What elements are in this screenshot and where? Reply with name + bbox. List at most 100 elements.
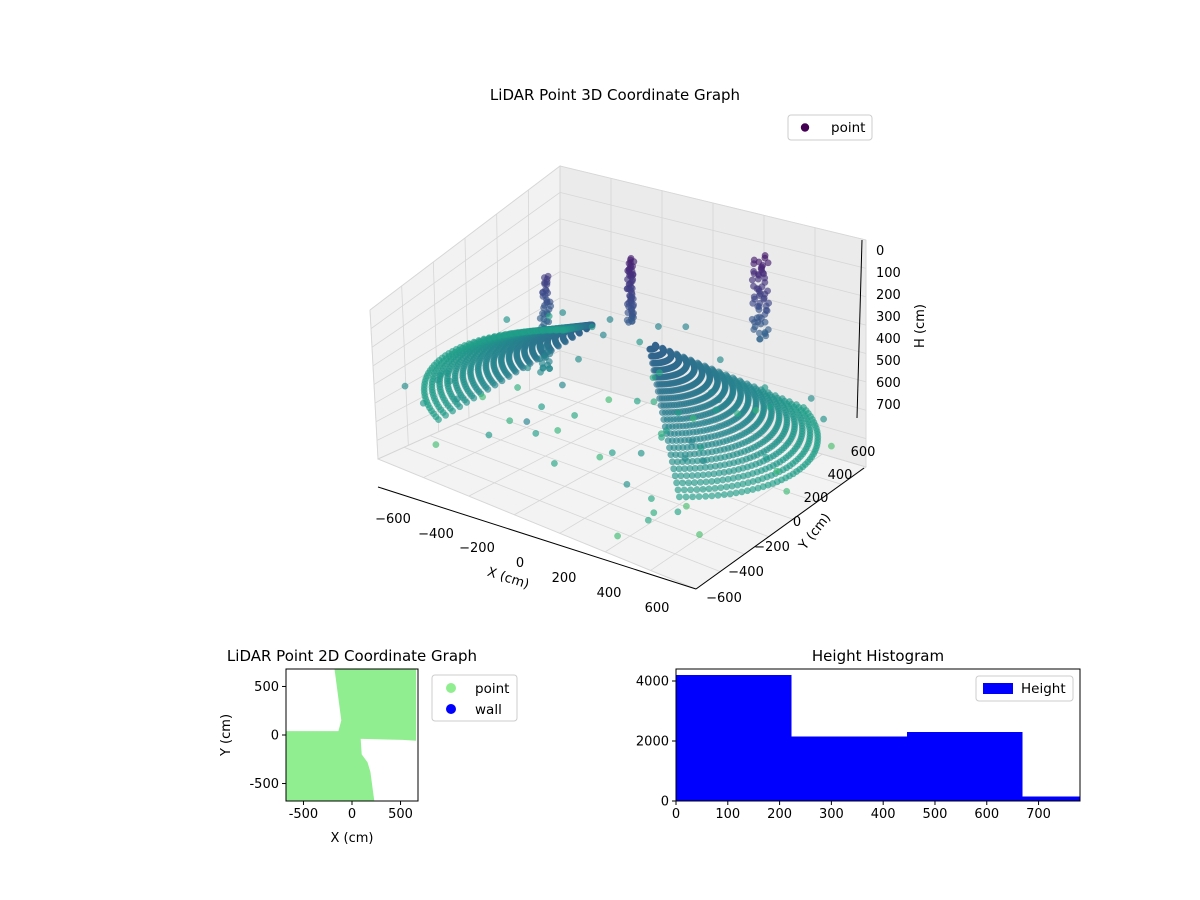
- y-tick-label: 200: [804, 491, 829, 506]
- y-tick-label: 0: [793, 515, 801, 530]
- z-tick-label: 200: [876, 288, 901, 303]
- lidar-point: [682, 323, 690, 331]
- lidar-point: [677, 472, 685, 480]
- lidar-point: [707, 388, 715, 396]
- y-tick-label: 500: [254, 680, 279, 695]
- x-tick-label: 300: [819, 807, 844, 822]
- x-tick-label: 400: [597, 586, 622, 601]
- lidar-point: [401, 382, 409, 390]
- legend-2d-point-marker: [446, 683, 456, 693]
- lidar-point: [432, 441, 440, 449]
- histogram-title: Height Histogram: [812, 647, 944, 665]
- lidar-point: [633, 397, 641, 405]
- lidar-point: [756, 335, 764, 343]
- z-tick-label: 300: [876, 310, 901, 325]
- lidar-point: [673, 479, 681, 487]
- legend-histogram-frame: [975, 675, 1074, 702]
- x-tick-label: 200: [552, 571, 577, 586]
- lidar-point: [545, 318, 553, 326]
- ticks-2d: -500 0 500 500 0 -500: [249, 680, 412, 822]
- x-tick-label: 100: [715, 807, 740, 822]
- x-ticks-3d: −600 −400 −200 0 200 400 600: [375, 512, 669, 616]
- lidar-point: [463, 398, 471, 406]
- plot-2d-area: [286, 669, 417, 801]
- x-tick-label: 600: [645, 601, 670, 616]
- lidar-point: [547, 302, 555, 310]
- lidar-point: [689, 493, 697, 501]
- legend-histogram-swatch: [983, 683, 1013, 694]
- histogram-bar: [1022, 796, 1080, 801]
- lidar-point: [637, 449, 645, 457]
- y-tick-label: -500: [249, 777, 279, 792]
- lidar-point: [630, 309, 638, 317]
- x-tick-label: 500: [923, 807, 948, 822]
- lidar-point: [623, 480, 631, 488]
- lidar-point: [761, 384, 769, 392]
- histogram-bars: [676, 675, 1080, 801]
- lidar-point: [514, 384, 522, 391]
- legend-3d: point: [787, 114, 873, 141]
- legend-2d-point-label: point: [475, 681, 509, 697]
- legend-3d-frame: [787, 114, 873, 141]
- x-tick-label: 0: [348, 807, 356, 822]
- lidar-point: [766, 403, 774, 411]
- histogram-bar: [907, 732, 1023, 801]
- grid-line: [481, 411, 794, 520]
- lidar-point: [656, 369, 663, 377]
- lidar-point: [647, 495, 655, 503]
- lidar-point: [608, 449, 616, 457]
- lidar-point: [705, 485, 713, 493]
- lidar-point: [711, 484, 719, 492]
- lidar-point: [546, 365, 553, 373]
- lidar-point: [693, 486, 701, 494]
- y-axis-label-2d: Y (cm): [219, 714, 234, 757]
- histogram-ticks: 0 100 200 300 400 500 600 700 0 2000 4000: [636, 675, 1051, 823]
- chart-3d-title: LiDAR Point 3D Coordinate Graph: [490, 86, 740, 104]
- lidar-point: [543, 281, 551, 288]
- point-cloud: [401, 252, 835, 540]
- lidar-point: [559, 309, 567, 317]
- legend-3d-label: point: [831, 120, 865, 136]
- lidar-point: [442, 411, 450, 419]
- lidar-point: [807, 394, 815, 402]
- lidar-point: [773, 467, 781, 475]
- lidar-point: [751, 295, 759, 303]
- lidar-point: [599, 331, 607, 339]
- lidar-point: [628, 284, 636, 292]
- lidar-point: [732, 489, 740, 497]
- lidar-point: [682, 502, 690, 510]
- lidar-point: [761, 274, 769, 282]
- z-ticks-3d: 0 100 200 300 400 500 600 700: [876, 244, 901, 413]
- lidar-point: [820, 415, 828, 423]
- legend-2d: point wall: [431, 674, 518, 722]
- x-tick-label: −600: [375, 512, 411, 527]
- y-tick-label: −400: [728, 565, 764, 580]
- y-axis-line: [695, 467, 865, 590]
- lidar-point: [761, 318, 769, 326]
- lidar-point: [636, 338, 644, 346]
- lidar-point: [734, 410, 741, 418]
- z-tick-label: 0: [876, 244, 884, 259]
- lidar-point: [716, 356, 724, 364]
- lidar-point: [755, 306, 763, 314]
- grid-line: [369, 309, 379, 460]
- lidar-point: [649, 374, 657, 382]
- z-tick-label: 600: [876, 376, 901, 391]
- x-tick-label: −200: [459, 541, 495, 556]
- lidar-point: [657, 430, 665, 438]
- lidar-point: [485, 431, 493, 439]
- lidar-point: [545, 326, 553, 334]
- lidar-point: [680, 486, 688, 494]
- chart-3d: LiDAR Point 3D Coordinate Graph −600 −40…: [369, 86, 928, 616]
- lidar-point: [652, 342, 660, 349]
- lidar-point: [714, 491, 722, 499]
- lidar-point: [575, 355, 582, 363]
- histogram-bar: [791, 736, 907, 801]
- x-tick-label: −400: [418, 527, 454, 542]
- lidar-point: [702, 478, 710, 486]
- histogram-bar: [676, 675, 792, 801]
- lidar-point: [662, 427, 670, 434]
- x-tick-label: 700: [1026, 807, 1051, 822]
- grid-line: [403, 446, 721, 572]
- lidar-point: [498, 377, 506, 385]
